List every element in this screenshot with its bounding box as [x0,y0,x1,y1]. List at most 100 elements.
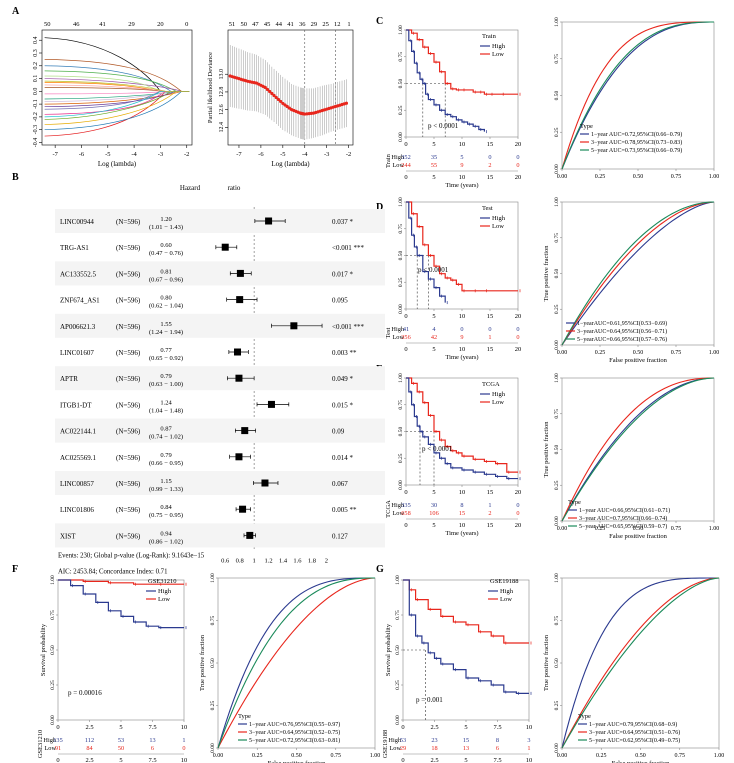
y-tick-label: 0.50 [395,645,401,655]
sample-size: (N=596) [116,349,141,357]
roc-legend-label: 1−year AUC=0.76,95%CI(0.55−0.97) [249,721,340,728]
x-tick-label: -4 [131,151,137,158]
risk-count: 0 [516,326,519,333]
gene-name: AC025569.1 [60,454,96,462]
x-tick-label: 0.25 [252,753,263,759]
coef-path-line [44,65,190,92]
x-tick-label: 7.5 [148,724,156,731]
x-tick-label: 0.75 [671,526,682,532]
coef-path-line [44,59,190,92]
km-low-curve [406,201,518,292]
cv-point [279,99,283,104]
sample-size: (N=596) [116,297,141,305]
confidence-interval: (0.47 − 0.76) [149,250,183,257]
roc-legend-label: 5−yearAUC=0.66,95%CI(0.57−0.76) [577,336,667,343]
y-tick-label: 1.00 [395,575,401,585]
risk-row-name: Low [392,334,404,341]
risk-count: 50 [118,745,124,752]
y-tick-label: 0.25 [398,105,404,115]
hr-marker [290,322,298,330]
x-tick-label: 7.5 [493,724,501,731]
x-axis-label: False positive fraction [609,357,668,364]
confidence-interval: (1.04 − 1.48) [149,407,183,414]
risk-count: 352 [401,154,410,161]
top-tick-label: 41 [287,21,294,28]
forest-tick-label: 1.8 [308,557,316,564]
sample-size: (N=596) [116,244,141,252]
x-tick-label: 1.00 [709,526,720,532]
sample-size: (N=596) [116,401,141,409]
risk-row-name: Low [392,510,404,517]
risk-table-label: Train [385,153,392,168]
risk-row-name: High [388,737,401,744]
y-tick-label: 0.75 [554,233,560,243]
x-tick-label: 0.50 [291,753,302,759]
x-tick-label: 0.00 [557,526,568,532]
risk-count: 5 [460,154,463,161]
risk-row-name: Low [392,162,404,169]
roc-legend-label: 5−year AUC=0.73,95%CI(0.66−0.79) [591,147,682,154]
p-value: <0.001 *** [332,323,364,331]
gene-name: ITGB1-DT [60,401,92,409]
y-axis-label: True positive fraction [543,421,550,478]
risk-x-tick-label: 10 [526,757,533,763]
roc-legend-label: 3−year AUC=0.78,95%CI(0.73−0.83) [591,139,682,146]
legend-label-high: High [158,588,172,595]
roc-legend-title: Type [580,123,593,130]
hazard-ratio-value: 1.55 [160,321,171,328]
x-tick-label: 10 [181,724,188,731]
coef-path-line [44,78,190,92]
hr-marker [267,400,275,408]
p-value: <0.001 *** [332,244,364,252]
hr-marker [265,217,273,225]
x-tick-label: 10 [459,313,466,320]
coef-path-line [44,70,190,92]
roc-legend-label: 3−year AUC=0.7,95%CI(0.66−0.74) [579,515,667,522]
km-legend-title: GSE31210 [148,578,177,585]
forest-footer-aic: AIC: 2453.84; Concordance Index: 0.71 [58,568,167,575]
risk-table-label: TCGA [385,500,392,518]
hazard-ratio-value: 0.94 [160,530,172,537]
roc-curve-5yr [561,377,715,522]
risk-x-tick-label: 0 [404,346,407,353]
risk-count: 9 [460,334,463,341]
y-tick-label: 1.00 [554,197,560,207]
y-tick-label: 1.00 [50,575,56,585]
y-tick-label: 0.00 [210,743,216,753]
roc-legend-label: 5−year AUC=0.72,95%CI(0.63−0.81) [249,737,340,744]
y-axis-label: Partial likelihood Deviance [207,52,214,123]
roc-curve-1yr [561,577,719,749]
risk-count: 8 [460,502,463,509]
y-tick-label: 12.4 [219,122,225,133]
gene-name: LINC01806 [60,506,94,514]
risk-count: 0 [488,154,491,161]
confidence-interval: (1.24 − 1.94) [149,329,183,336]
legend-label-low: Low [500,596,512,603]
x-tick-label: -6 [258,151,264,158]
roc-legend-label: 3−yearAUC=0.64,95%CI(0.56−0.71) [577,328,667,335]
x-tick-label: 20 [515,141,522,148]
risk-x-tick-label: 10 [459,522,466,529]
risk-count: 35 [431,154,437,161]
y-tick-label: 0.00 [398,304,404,314]
x-tick-label: 0.75 [675,753,686,759]
risk-count: 0 [460,326,463,333]
roc-curve-5yr [561,201,715,346]
km-legend-title: GSE19188 [490,578,519,585]
forest-row-band [55,366,385,391]
y-tick-label: 0.25 [395,680,401,690]
x-axis-label: False positive fraction [268,760,327,763]
y-tick-label: 0.00 [554,340,560,350]
p-value: 0.095 [332,297,348,305]
forest-tick-label: 0.6 [221,557,230,564]
legend-label-low: Low [158,596,170,603]
risk-count: 3 [527,737,530,744]
forest-row-band [55,313,385,338]
lasso-coef-plot-frame [41,29,193,146]
risk-x-tick-label: 20 [515,346,522,353]
hr-marker [234,348,242,356]
cv-point [263,85,267,90]
km-pvalue: p < 0.0001 [428,122,459,130]
top-tick-label: 45 [264,21,271,28]
roc-legend-label: 1−yearAUC=0.61,95%CI(0.53−0.69) [577,320,667,327]
